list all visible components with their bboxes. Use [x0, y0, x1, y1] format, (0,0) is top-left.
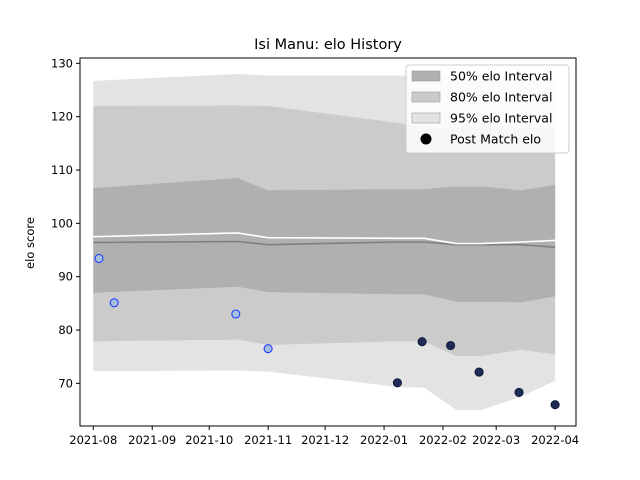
- y-tick-label: 110: [51, 163, 73, 177]
- x-tick-label: 2021-11: [244, 433, 292, 447]
- x-tick-label: 2022-01: [360, 433, 408, 447]
- legend: 50% elo Interval 80% elo Interval 95% elo …: [405, 64, 570, 154]
- x-tick-label: 2022-04: [531, 433, 579, 447]
- legend-marker: [420, 133, 432, 145]
- legend-label: Post Match elo: [450, 132, 541, 147]
- x-tick-label: 2022-02: [419, 433, 467, 447]
- y-tick-label: 130: [51, 56, 73, 70]
- y-axis-label: elo score: [23, 217, 37, 269]
- axes: 70 80 90 100 110 120 130 2021-08 2021-09 2021-10 2…: [51, 56, 579, 447]
- x-tick-label: 2021-08: [69, 433, 117, 447]
- y-tick-label: 70: [58, 376, 73, 390]
- median-line: [93, 240, 556, 249]
- post-match-point-6: [417, 337, 427, 347]
- x-tick-label: 2022-03: [472, 433, 520, 447]
- legend-label: 95% elo Interval: [450, 111, 552, 126]
- post-match-point-2: [109, 298, 119, 308]
- legend-swatch: [411, 70, 441, 82]
- x-tick-label: 2021-10: [185, 433, 233, 447]
- chart-title: Isi Manu: elo History: [254, 37, 402, 53]
- post-match-point-10: [550, 400, 560, 410]
- legend-swatch: [411, 91, 441, 103]
- post-match-point-7: [446, 340, 456, 351]
- post-match-point-5: [392, 378, 402, 388]
- post-match-point-1: [94, 253, 104, 264]
- y-tick-label: 120: [51, 110, 73, 124]
- legend-label: 50% elo Interval: [450, 69, 552, 84]
- mean-line: [93, 232, 556, 245]
- y-tick-label: 90: [58, 270, 73, 284]
- x-tick-label: 2021-09: [128, 433, 176, 447]
- post-match-point-3: [231, 309, 241, 319]
- band-50-elo-interval: [93, 178, 556, 303]
- axes-frame: [79, 57, 577, 427]
- y-tick-label: 100: [51, 216, 73, 230]
- post-match-point-9: [514, 387, 524, 397]
- post-match-point-4: [263, 344, 273, 354]
- plot-area: [93, 74, 560, 410]
- y-tick-label: 80: [58, 323, 73, 337]
- post-match-point-8: [474, 367, 484, 377]
- x-tick-label: 2021-12: [301, 433, 349, 447]
- legend-box: [405, 64, 570, 154]
- legend-label: 80% elo Interval: [450, 90, 552, 105]
- legend-swatch: [411, 112, 441, 124]
